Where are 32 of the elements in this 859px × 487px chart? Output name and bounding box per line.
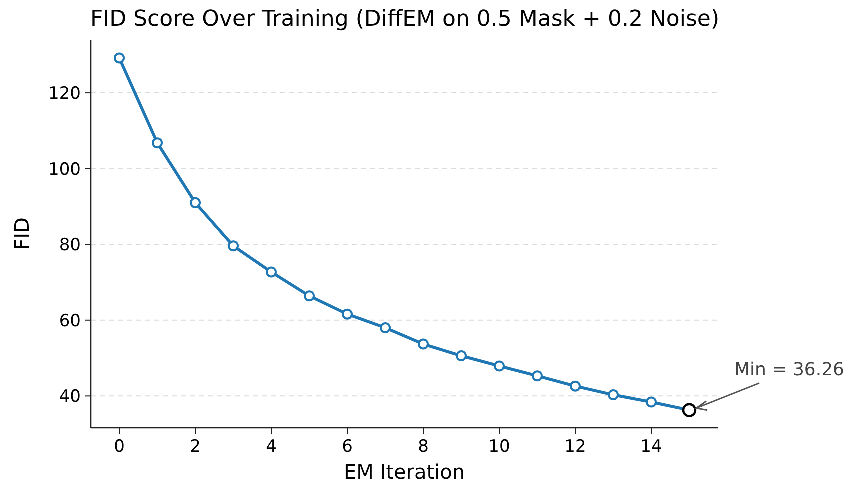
x-tick-label: 0 <box>114 437 125 457</box>
x-tick-label: 6 <box>342 437 353 457</box>
point <box>646 396 657 408</box>
y-tick-label: 120 <box>48 84 81 104</box>
x-tick-label: 12 <box>564 437 586 457</box>
point <box>532 370 543 382</box>
y-tick-label: 60 <box>59 311 81 332</box>
point <box>418 338 429 350</box>
y-tick-label: 80 <box>59 236 81 256</box>
annotation: Min = 36.26 <box>734 359 844 380</box>
point <box>304 290 315 302</box>
point <box>114 52 125 64</box>
y-tick-label: 100 <box>48 160 81 180</box>
point <box>456 350 467 362</box>
y-tick-label: 40 <box>59 387 81 408</box>
x-axis-title: EM Iteration <box>344 460 466 484</box>
point <box>608 390 619 401</box>
point <box>342 308 353 320</box>
point <box>380 322 391 334</box>
x-tick-label: 10 <box>488 437 510 457</box>
point <box>190 197 201 208</box>
chart-title: FID Score Over Training (DiffEM on 0.5 Mask + 0.2 Noise) <box>90 7 720 32</box>
point <box>228 240 239 252</box>
point <box>266 266 277 278</box>
x-tick-label: 14 <box>640 437 662 457</box>
x-tick-label: 8 <box>418 437 429 457</box>
y-axis-title: FID <box>10 218 34 250</box>
point <box>152 138 163 149</box>
point <box>494 360 505 372</box>
x-tick-label: 4 <box>266 437 277 457</box>
point <box>570 380 581 392</box>
x-tick-label: 2 <box>190 437 201 457</box>
